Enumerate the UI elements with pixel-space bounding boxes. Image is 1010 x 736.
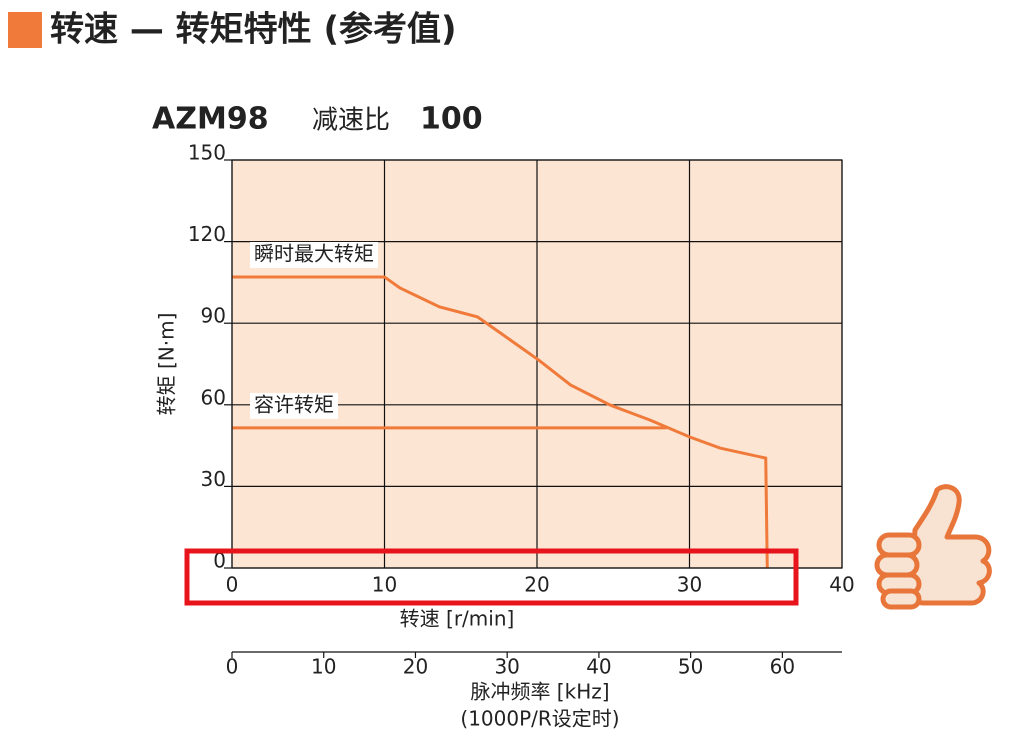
x2-tick-label: 0 [226, 655, 239, 679]
y-tick-label: 30 [201, 467, 226, 491]
x2-tick-label: 50 [678, 655, 703, 679]
plot-frame [231, 159, 843, 569]
series-label: 容许转矩 [254, 392, 334, 416]
series-label-bg [250, 392, 338, 419]
y-tick-label: 120 [188, 222, 226, 246]
title-marker [8, 12, 42, 48]
x2-tick-label: 30 [494, 655, 519, 679]
plot: 0 30 60 90 120 150 0 10 20 30 40 转速 [r/min] 转矩 [N·m]… [155, 141, 855, 731]
x2-note: (1000P/R设定时) [460, 707, 619, 731]
y-axis-label: 转矩 [N·m] [155, 313, 179, 416]
y-tick-label: 150 [188, 141, 226, 165]
x2-tick-label: 10 [311, 655, 336, 679]
x-tick-label: 0 [226, 573, 239, 597]
series-label-bg [250, 241, 378, 268]
x-tick-label: 30 [677, 573, 702, 597]
x-tick-label: 40 [829, 573, 854, 597]
x2-tick-label: 20 [403, 655, 428, 679]
highlight-box [184, 548, 799, 606]
subtitle: 减速比 [312, 106, 390, 136]
x2-axis-label: 脉冲频率 [kHz] [470, 680, 609, 704]
chart-title: 转速 — 转矩特性 (参考值) [50, 10, 457, 50]
series-label: 瞬时最大转矩 [254, 241, 374, 265]
y-tick-label: 90 [201, 304, 226, 328]
y-tick-label: 0 [213, 549, 226, 573]
x-tick-label: 20 [524, 573, 549, 597]
y-tick-label: 60 [201, 385, 226, 409]
model: AZM98 [152, 102, 269, 137]
x-axis-label: 转速 [r/min] [400, 607, 515, 631]
thumbs-up-icon [874, 484, 992, 610]
ratio: 100 [420, 102, 483, 137]
series-line [232, 275, 769, 569]
x-tick-label: 10 [372, 573, 397, 597]
x2-tick-label: 60 [770, 655, 795, 679]
x2-tick-label: 40 [586, 655, 611, 679]
